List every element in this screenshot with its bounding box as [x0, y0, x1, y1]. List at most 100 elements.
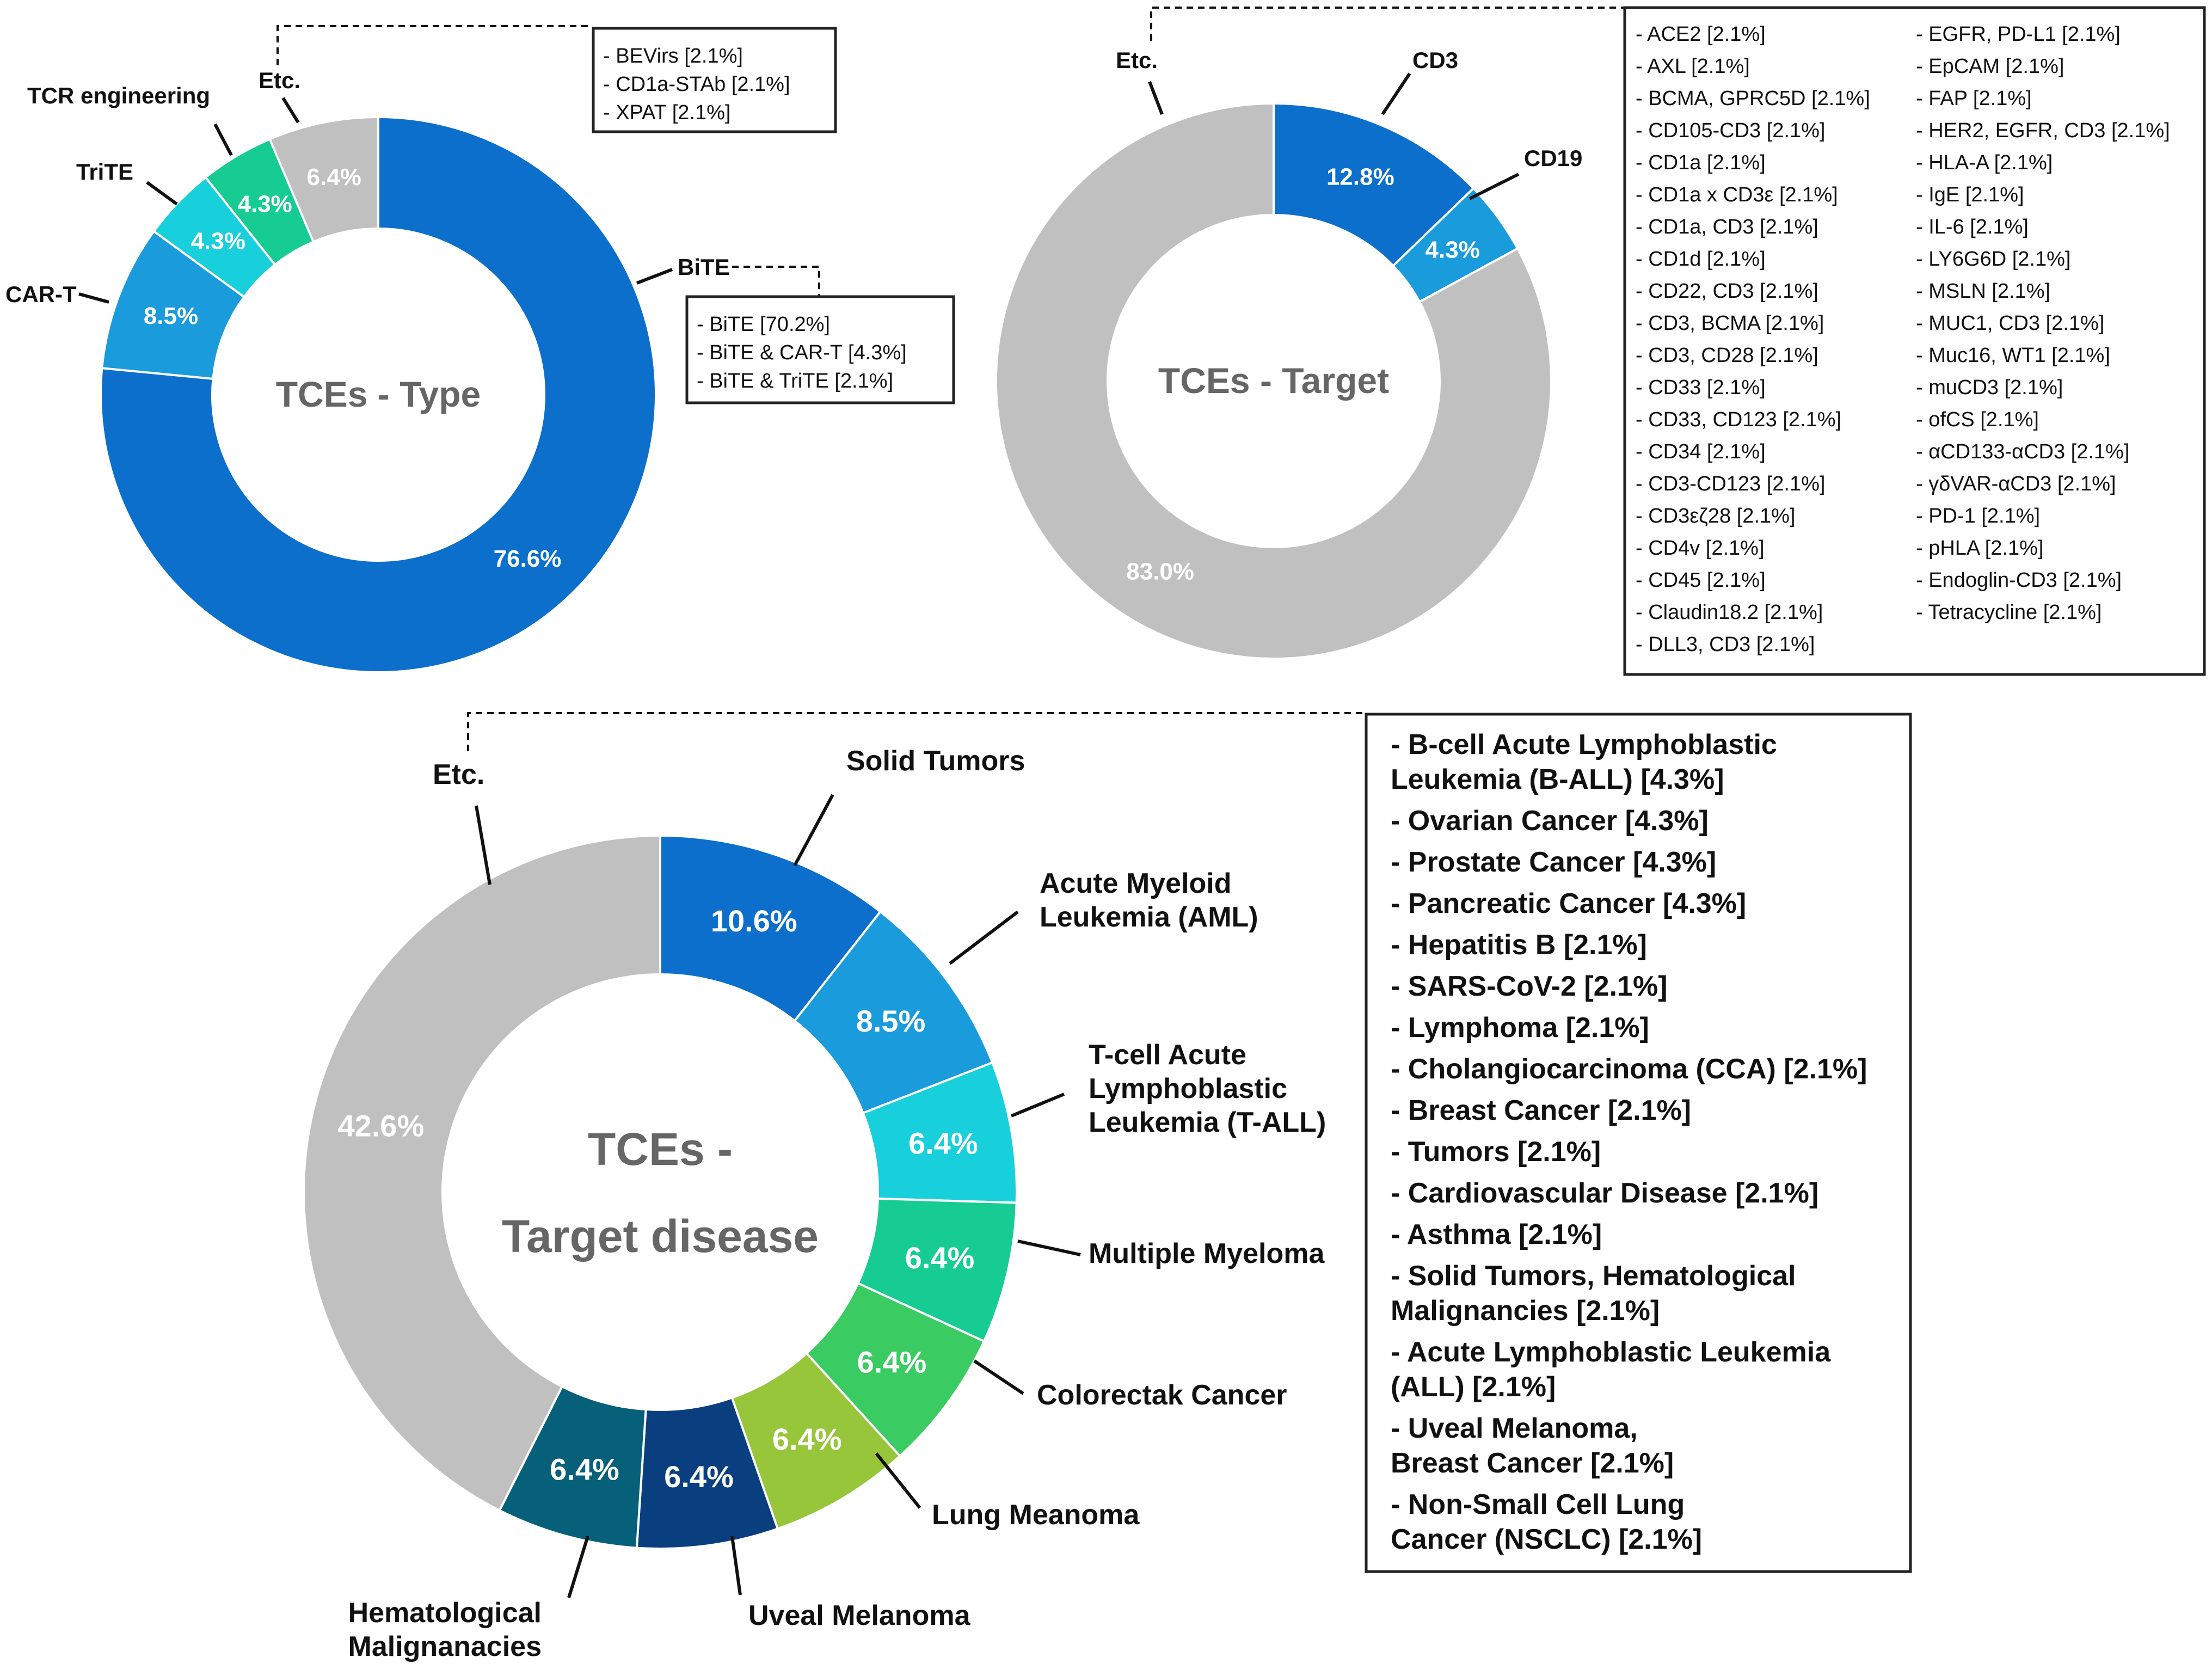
detail-item-disease: Breast Cancer [2.1%]	[1391, 1447, 1674, 1479]
detail-item-etc: - XPAT [2.1%]	[603, 101, 730, 124]
detail-item-target: - ACE2 [2.1%]	[1636, 23, 1766, 46]
dashed-connector-etc	[467, 712, 1366, 751]
slice-value-label-tcr-engineering: 4.3%	[238, 191, 292, 217]
detail-item-target: - CD1a, CD3 [2.1%]	[1636, 216, 1818, 238]
slice-value-label-cd19: 4.3%	[1425, 237, 1480, 263]
detail-item-target: - CD3εζ28 [2.1%]	[1636, 505, 1795, 527]
category-label-acute-myeloid-leukemia-aml: Leukemia (AML)	[1040, 901, 1258, 933]
detail-item-disease: - Cardiovascular Disease [2.1%]	[1391, 1177, 1818, 1209]
slice-value-label-t-cell-acute-lymphoblastic-leukemia-t-all: 6.4%	[908, 1126, 978, 1161]
detail-item-disease: - Prostate Cancer [4.3%]	[1391, 846, 1716, 878]
category-label-cd3: CD3	[1412, 47, 1458, 73]
detail-item-target: - Endoglin-CD3 [2.1%]	[1916, 569, 2122, 592]
detail-item-target: - muCD3 [2.1%]	[1916, 376, 2063, 399]
leader-line-bite	[636, 268, 673, 285]
category-label-solid-tumors: Solid Tumors	[846, 745, 1025, 777]
detail-item-disease: - Uveal Melanoma,	[1391, 1413, 1638, 1444]
chart-center-title-line: TCEs -	[588, 1124, 733, 1175]
chart-center-title-line: Target disease	[502, 1211, 819, 1262]
detail-item-target: - Tetracycline [2.1%]	[1916, 601, 2102, 624]
donut-slice-etc	[303, 834, 661, 1512]
leader-line-tcr-engineering	[213, 123, 233, 156]
detail-item-disease: - Solid Tumors, Hematological	[1391, 1260, 1796, 1292]
leader-line-trite	[146, 181, 178, 206]
detail-item-target: - CD1a x CD3ε [2.1%]	[1636, 183, 1838, 206]
detail-item-target: - αCD133-αCD3 [2.1%]	[1916, 440, 2129, 463]
category-label-uveal-melanoma: Uveal Melanoma	[748, 1600, 971, 1631]
detail-item-disease: - Breast Cancer [2.1%]	[1391, 1095, 1691, 1126]
detail-item-target: - CD22, CD3 [2.1%]	[1636, 280, 1818, 303]
donut-chart-tces-type: 76.6% 8.5% 4.3% 4.3% 6.4% TCEs - Type BiTE CAR-…	[5, 25, 955, 673]
slice-value-label-uveal-melanoma: 6.4%	[664, 1459, 734, 1494]
category-label-t-cell-acute-lymphoblastic-leukemia-t-all: T-cell Acute	[1089, 1039, 1246, 1071]
detail-item-target: - pHLA [2.1%]	[1916, 537, 2043, 560]
detail-item-target: - MSLN [2.1%]	[1916, 280, 2050, 303]
detail-box-etc-targets	[1623, 6, 2206, 676]
detail-item-target: - EGFR, PD-L1 [2.1%]	[1916, 23, 2121, 46]
category-label-hematological-malignanacies: Hematological	[348, 1597, 542, 1629]
dashed-connector-etc	[1150, 7, 1625, 41]
detail-item-bite: - BiTE & TriTE [2.1%]	[697, 370, 893, 392]
donut-slice-etc	[268, 115, 379, 243]
detail-item-disease: - Ovarian Cancer [4.3%]	[1391, 805, 1709, 837]
category-label-etc: Etc.	[259, 68, 300, 93]
category-label-trite: TriTE	[76, 159, 133, 185]
slice-value-label-etc: 42.6%	[337, 1108, 424, 1143]
donut-slice-etc	[995, 102, 1552, 660]
detail-item-target: - AXL [2.1%]	[1636, 55, 1750, 78]
category-label-tcr-engineering: TCR engineering	[27, 83, 210, 108]
slice-value-label-hematological-malignanacies: 6.4%	[550, 1452, 619, 1486]
category-label-t-cell-acute-lymphoblastic-leukemia-t-all: Leukemia (T-ALL)	[1089, 1107, 1326, 1138]
detail-item-target: - EpCAM [2.1%]	[1916, 55, 2064, 78]
donut-chart-tces-target: 12.8% 4.3% 83.0% TCEs - Target CD3 CD19 Etc. - …	[995, 6, 2206, 676]
detail-box-etc-diseases	[1365, 713, 1912, 1573]
leader-line-colorectak-cancer	[973, 1359, 1024, 1395]
chart-center-title: TCEs - Type	[276, 374, 481, 414]
detail-item-disease: - Cholangiocarcinoma (CCA) [2.1%]	[1391, 1053, 1867, 1085]
detail-item-disease: Cancer (NSCLC) [2.1%]	[1391, 1524, 1702, 1555]
donut-slice-cd3	[1273, 102, 1475, 268]
detail-item-target: - CD33 [2.1%]	[1636, 376, 1766, 399]
detail-item-target: - CD1d [2.1%]	[1636, 248, 1766, 271]
leader-line-cd19	[1468, 173, 1520, 200]
donut-slice-solid-tumors	[659, 834, 882, 1023]
leader-line-uveal-melanoma	[730, 1536, 742, 1596]
detail-item-target: - ofCS [2.1%]	[1916, 408, 2039, 431]
dashed-connector-etc	[276, 25, 593, 65]
detail-item-target: - MUC1, CD3 [2.1%]	[1916, 312, 2104, 335]
detail-item-target: - BCMA, GPRC5D [2.1%]	[1636, 87, 1870, 110]
category-label-hematological-malignanacies: Malignanacies	[348, 1631, 542, 1662]
detail-item-disease: - Hepatitis B [2.1%]	[1391, 929, 1647, 961]
leader-line-t-all	[1010, 1093, 1065, 1118]
detail-item-disease: - Tumors [2.1%]	[1391, 1136, 1601, 1168]
detail-item-disease: - SARS-CoV-2 [2.1%]	[1391, 971, 1668, 1002]
slice-value-label-multiple-myeloma: 6.4%	[905, 1241, 975, 1275]
leader-line-cd3	[1381, 72, 1411, 115]
detail-item-etc: - CD1a-STAb [2.1%]	[603, 73, 790, 96]
detail-item-target: - DLL3, CD3 [2.1%]	[1636, 633, 1815, 656]
detail-item-target: - CD45 [2.1%]	[1636, 569, 1766, 592]
detail-item-target: - Muc16, WT1 [2.1%]	[1916, 344, 2110, 367]
detail-item-disease: Leukemia (B-ALL) [4.3%]	[1391, 764, 1724, 795]
detail-box-bite	[685, 295, 955, 404]
detail-item-target: - Claudin18.2 [2.1%]	[1636, 601, 1823, 624]
detail-item-target: - CD3, CD28 [2.1%]	[1636, 344, 1818, 367]
category-label-lung-meanoma: Lung Meanoma	[932, 1499, 1140, 1531]
slice-value-label-trite: 4.3%	[191, 228, 245, 255]
slice-value-label-acute-myeloid-leukemia-aml: 8.5%	[856, 1004, 926, 1038]
dashed-connector-bite	[732, 266, 820, 297]
detail-item-target: - LY6G6D [2.1%]	[1916, 248, 2070, 271]
leader-line-etc	[1148, 81, 1164, 115]
leader-line-multiple-myeloma	[1017, 1240, 1081, 1256]
slice-value-label-lung-meanoma: 6.4%	[772, 1422, 842, 1456]
detail-item-disease: - Asthma [2.1%]	[1391, 1219, 1602, 1250]
detail-item-target: - HLA-A [2.1%]	[1916, 151, 2053, 174]
leader-line-car-t	[78, 292, 109, 304]
detail-item-target: - IL-6 [2.1%]	[1916, 216, 2029, 238]
detail-item-disease: - Non-Small Cell Lung	[1391, 1489, 1685, 1520]
category-label-multiple-myeloma: Multiple Myeloma	[1089, 1238, 1325, 1269]
detail-item-target: - CD34 [2.1%]	[1636, 440, 1766, 463]
category-label-cd19: CD19	[1524, 145, 1582, 171]
detail-item-disease: - Pancreatic Cancer [4.3%]	[1391, 888, 1746, 919]
detail-item-disease: - Acute Lymphoblastic Leukemia	[1391, 1336, 1831, 1368]
